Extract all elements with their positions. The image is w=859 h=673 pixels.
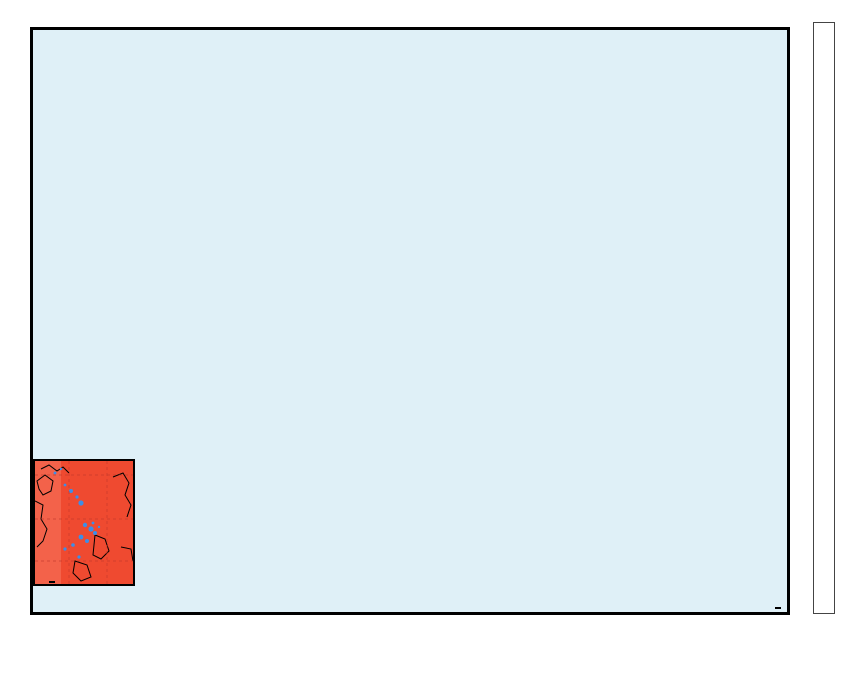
inset-map-vectors xyxy=(35,461,133,584)
temperature-colorbar[interactable] xyxy=(813,22,835,614)
map-panel[interactable] xyxy=(30,27,790,615)
map-scale-label xyxy=(775,607,781,609)
map-overlay-vectors xyxy=(33,30,787,612)
south-china-sea-inset-map[interactable] xyxy=(33,459,135,586)
temperature-field-raster xyxy=(33,30,787,612)
inset-scale-label xyxy=(49,581,55,583)
